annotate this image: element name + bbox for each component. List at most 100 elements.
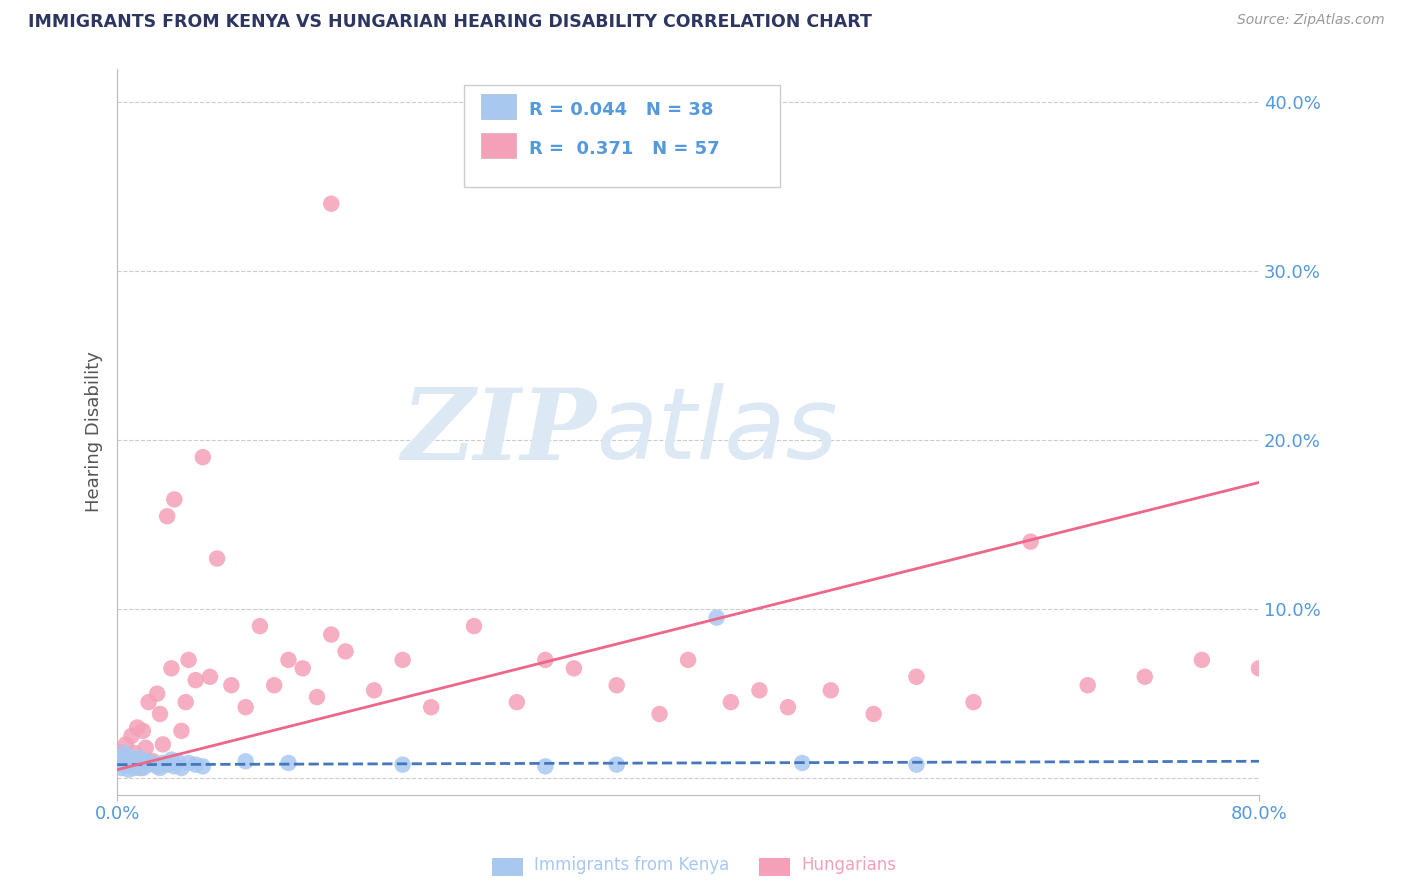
Point [249,619,271,633]
Point [905,757,928,772]
Point [606,678,628,692]
Point [305,690,328,704]
Point [191,450,214,464]
Point [128,757,150,772]
Point [111,751,134,765]
Point [177,653,200,667]
Point [152,756,174,770]
Point [706,610,728,624]
Point [127,721,149,735]
Point [114,757,136,772]
Point [132,761,155,775]
Point [720,695,742,709]
Point [149,706,172,721]
Point [820,683,842,698]
Point [506,695,529,709]
Y-axis label: Hearing Disability: Hearing Disability [86,351,103,512]
Point [277,653,299,667]
Point [321,627,343,641]
Point [184,673,207,688]
Text: IMMIGRANTS FROM KENYA VS HUNGARIAN HEARING DISABILITY CORRELATION CHART: IMMIGRANTS FROM KENYA VS HUNGARIAN HEARI… [28,13,872,31]
Text: Source: ZipAtlas.com: Source: ZipAtlas.com [1237,13,1385,28]
Point [748,683,770,698]
Point [205,551,228,566]
Point [156,509,179,524]
Point [420,700,443,714]
Point [235,700,257,714]
Text: Hungarians: Hungarians [801,856,897,874]
Point [391,653,413,667]
Point [114,738,136,752]
Point [776,700,799,714]
Point [107,757,129,772]
Point [792,756,814,770]
Point [648,706,671,721]
Point [108,751,131,765]
Point [135,754,157,768]
Point [160,753,183,767]
Point [221,678,243,692]
Point [263,678,285,692]
Point [112,746,135,760]
Point [962,695,984,709]
Point [198,670,221,684]
Point [115,751,138,765]
Point [277,756,299,770]
Point [170,723,193,738]
Point [534,653,557,667]
Point [1191,653,1213,667]
Point [1247,661,1270,675]
Point [117,757,139,772]
Text: atlas: atlas [596,384,838,480]
Point [184,757,207,772]
Point [121,729,143,743]
Text: R = 0.044   N = 38: R = 0.044 N = 38 [529,101,713,119]
Point [463,619,485,633]
Point [117,763,139,777]
Point [862,706,884,721]
Point [108,746,131,760]
Point [129,751,152,765]
Point [118,754,141,768]
Point [146,759,169,773]
Point [135,740,157,755]
Point [191,759,214,773]
Point [170,761,193,775]
Point [321,196,343,211]
Point [291,661,314,675]
Point [160,661,183,675]
Point [905,670,928,684]
Point [391,757,413,772]
Point [121,757,143,772]
Point [163,492,186,507]
Text: ZIP: ZIP [402,384,596,480]
Point [156,757,179,772]
Point [177,756,200,770]
Point [138,757,160,772]
Point [149,761,172,775]
Text: Immigrants from Kenya: Immigrants from Kenya [534,856,730,874]
Point [534,759,557,773]
Point [122,751,145,765]
Point [174,695,197,709]
Point [142,756,165,770]
Point [166,754,188,768]
Point [111,754,134,768]
Point [110,761,132,775]
Point [124,746,146,760]
Point [125,754,148,768]
Point [606,757,628,772]
Point [1077,678,1099,692]
Point [676,653,699,667]
Point [235,754,257,768]
Point [1019,534,1042,549]
Point [1133,670,1156,684]
Text: R =  0.371   N = 57: R = 0.371 N = 57 [529,140,720,158]
Point [132,723,155,738]
Point [142,754,165,768]
Point [138,695,160,709]
Point [562,661,585,675]
Point [124,761,146,775]
Point [129,761,152,775]
Point [163,759,186,773]
